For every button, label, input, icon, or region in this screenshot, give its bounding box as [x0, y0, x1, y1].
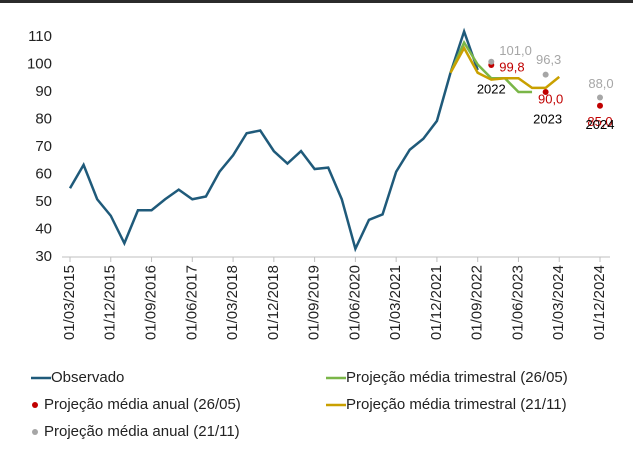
legend-label: Projeção média anual (21/11) [44, 423, 240, 440]
x-tick-label: 01/09/2022 [469, 265, 486, 340]
y-tick-label: 60 [35, 165, 52, 182]
x-tick-label: 01/03/2021 [387, 265, 404, 340]
x-tick-label: 01/12/2024 [591, 265, 608, 340]
x-tick-label: 01/03/2015 [61, 265, 78, 340]
x-tick-label: 01/12/2018 [265, 265, 282, 340]
x-tick-label: 01/09/2016 [143, 265, 160, 340]
data-label: 85,0 [587, 114, 612, 129]
y-tick-label: 110 [28, 28, 52, 45]
y-tick-label: 40 [35, 220, 52, 237]
series-line [68, 27, 479, 253]
x-tick-label: 01/09/2019 [306, 265, 323, 340]
y-tick-label: 30 [35, 248, 52, 265]
x-tick-label: 01/03/2024 [550, 265, 567, 340]
y-tick-label: 100 [27, 55, 52, 72]
annotation: 2023 [533, 111, 562, 126]
legend-label: Projeção média anual (26/05) [44, 396, 241, 413]
legend-label: Projeção média trimestral (26/05) [346, 369, 568, 386]
x-tick-label: 01/03/2018 [224, 265, 241, 340]
series-point [542, 71, 549, 78]
annotation: 2022 [477, 81, 506, 96]
y-tick-label: 50 [35, 193, 52, 210]
x-tick-label: 01/12/2015 [102, 265, 119, 340]
series-line [449, 45, 561, 90]
data-label: 96,3 [536, 52, 561, 67]
legend-swatch [32, 402, 38, 408]
y-tick-label: 70 [35, 138, 52, 155]
legend-swatch [32, 429, 38, 435]
data-label: 101,0 [499, 43, 532, 58]
series-point [542, 89, 549, 95]
y-tick-label: 80 [35, 110, 52, 127]
legend-label: Observado [51, 369, 124, 386]
x-tick-label: 01/12/2021 [428, 265, 445, 340]
series-point [597, 94, 603, 101]
top-bar [0, 0, 633, 3]
series-point [597, 102, 603, 109]
x-tick-label: 01/06/2017 [183, 265, 200, 340]
series-point [488, 58, 495, 65]
data-label: 90,0 [538, 91, 563, 106]
y-tick-label: 90 [35, 83, 52, 100]
data-label: 99,8 [499, 59, 524, 74]
legend-label: Projeção média trimestral (21/11) [346, 396, 567, 413]
x-tick-label: 01/06/2020 [346, 265, 363, 340]
x-tick-label: 01/06/2023 [509, 265, 526, 340]
data-label: 88,0 [588, 76, 613, 91]
annotation: 2024 [586, 117, 615, 132]
